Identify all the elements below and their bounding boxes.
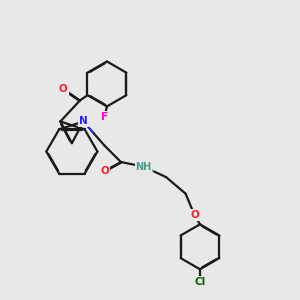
Text: NH: NH [135, 162, 152, 172]
Text: O: O [190, 210, 199, 220]
Text: O: O [59, 84, 68, 94]
Text: F: F [101, 112, 108, 122]
Text: O: O [100, 166, 109, 176]
Text: N: N [79, 116, 88, 127]
Text: Cl: Cl [194, 277, 206, 287]
